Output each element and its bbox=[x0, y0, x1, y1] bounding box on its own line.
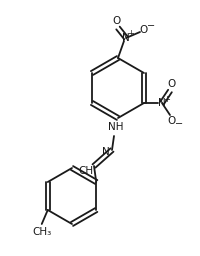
Text: +: + bbox=[163, 94, 170, 103]
Text: N: N bbox=[122, 33, 129, 43]
Text: N: N bbox=[102, 147, 109, 157]
Text: −: − bbox=[146, 21, 154, 31]
Text: O: O bbox=[139, 25, 147, 35]
Text: O: O bbox=[167, 116, 175, 126]
Text: +: + bbox=[127, 29, 134, 38]
Text: O: O bbox=[112, 16, 121, 26]
Text: NH: NH bbox=[108, 122, 123, 132]
Text: −: − bbox=[174, 119, 182, 129]
Text: O: O bbox=[167, 79, 175, 89]
Text: N: N bbox=[157, 98, 165, 108]
Text: CH: CH bbox=[78, 166, 93, 176]
Text: CH₃: CH₃ bbox=[32, 227, 51, 237]
